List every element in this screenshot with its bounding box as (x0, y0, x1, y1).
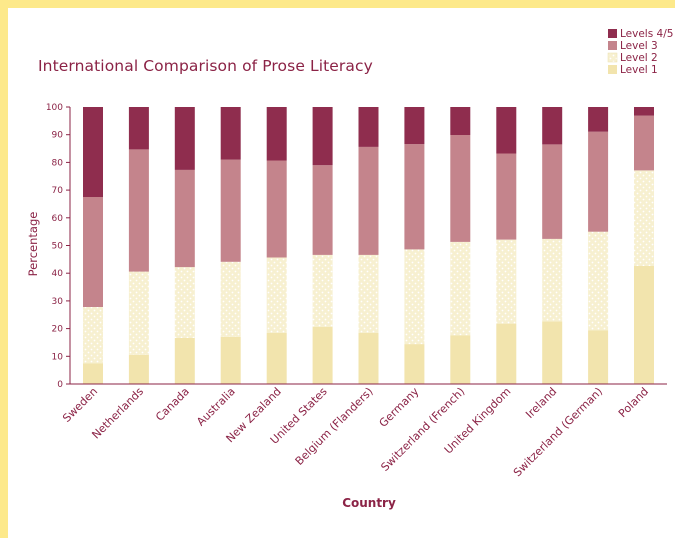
bar-segment-level-1-poland (634, 266, 654, 384)
bar-segment-levels-4-5-ireland (542, 107, 563, 145)
bar-group (83, 107, 654, 384)
bar-segment-level-3-poland (634, 115, 654, 171)
bar-segment-level-1-australia (220, 336, 241, 384)
x-tick-label: Poland (616, 385, 651, 420)
bar-segment-levels-4-5-united-states (312, 107, 333, 166)
bar-segment-level-3-netherlands (128, 149, 149, 272)
bar-segment-levels-4-5-united-kingdom (496, 107, 517, 154)
bar-segment-levels-4-5-germany (404, 107, 425, 145)
bar-segment-levels-4-5-australia (220, 107, 241, 160)
bar-segment-levels-4-5-sweden (83, 107, 103, 197)
x-tick-label: Sweden (60, 385, 100, 425)
legend-swatch (608, 29, 617, 38)
bar-segment-level-2-united-kingdom (496, 239, 517, 324)
bar-segment-level-1-united-kingdom (496, 323, 517, 384)
x-tick-label: Ireland (523, 385, 559, 421)
chart-title: International Comparison of Prose Litera… (38, 57, 373, 75)
chart-panel (8, 8, 675, 538)
y-tick-label: 0 (57, 380, 63, 390)
y-tick-label: 30 (52, 297, 64, 307)
legend-label: Level 3 (620, 40, 658, 52)
y-tick-label: 10 (52, 352, 64, 362)
bar-segment-level-2-sweden (83, 307, 103, 364)
bar-segment-level-1-sweden (83, 363, 103, 384)
bar-segment-level-1-united-states (312, 326, 333, 384)
bar-segment-level-3-switzerland-french- (450, 135, 471, 242)
legend-swatch (607, 52, 618, 63)
bar-segment-level-2-belgium-flanders- (358, 254, 379, 333)
bar-segment-levels-4-5-switzerland-german- (588, 107, 609, 132)
bar-segment-level-2-canada (174, 267, 195, 338)
legend-label: Level 1 (620, 64, 658, 76)
bar-segment-level-3-germany (404, 144, 425, 250)
x-axis-label: Country (342, 496, 396, 510)
bar-segment-level-1-switzerland-german- (588, 330, 609, 384)
bar-segment-level-2-switzerland-german- (588, 231, 609, 331)
bar-segment-level-3-canada (174, 169, 195, 268)
x-tick-label: Australia (194, 385, 238, 429)
bar-segment-level-2-netherlands (128, 271, 149, 355)
bar-segment-levels-4-5-new-zealand (266, 107, 287, 161)
x-tick-label: Switzerland (German) (511, 385, 605, 479)
bar-segment-level-3-sweden (83, 197, 103, 307)
x-tick-label: Canada (153, 385, 192, 424)
bar-segment-level-1-netherlands (128, 354, 149, 384)
bar-segment-level-3-united-kingdom (496, 153, 517, 240)
bar-segment-level-3-united-states (312, 165, 333, 255)
y-tick-label: 40 (52, 269, 64, 279)
bar-segment-levels-4-5-switzerland-french- (450, 107, 471, 135)
bar-segment-level-1-canada (174, 338, 195, 384)
bar-segment-level-2-new-zealand (266, 257, 287, 333)
y-tick-label: 70 (52, 186, 64, 196)
bar-segment-levels-4-5-belgium-flanders- (358, 107, 379, 147)
legend-label: Levels 4/5 (620, 28, 673, 40)
bar-segment-level-2-australia (220, 261, 241, 337)
bar-segment-levels-4-5-canada (174, 107, 195, 170)
bar-segment-levels-4-5-poland (634, 107, 654, 116)
y-tick-label: 100 (46, 103, 63, 113)
y-tick-label: 50 (52, 242, 64, 252)
bar-segment-level-2-switzerland-french- (450, 241, 471, 336)
y-tick-label: 20 (52, 325, 64, 335)
legend-swatch (608, 41, 617, 50)
y-axis-label: Percentage (26, 212, 40, 277)
legend-label: Level 2 (620, 52, 658, 64)
bar-segment-levels-4-5-netherlands (128, 107, 149, 150)
x-tick-label: Belgium (Flanders) (293, 385, 376, 468)
x-tick-label: Switzerland (French) (378, 385, 467, 474)
y-tick-label: 80 (52, 158, 64, 168)
bar-segment-level-1-ireland (542, 321, 563, 384)
bar-segment-level-3-ireland (542, 144, 563, 239)
y-tick-label: 60 (52, 214, 64, 224)
legend-swatch (608, 65, 617, 74)
y-tick-label: 90 (52, 131, 64, 141)
x-tick-label: Germany (377, 385, 422, 430)
bar-segment-level-3-australia (220, 159, 241, 262)
bar-segment-level-2-poland (634, 170, 654, 266)
bar-segment-level-1-switzerland-french- (450, 335, 471, 384)
bar-segment-level-1-new-zealand (266, 333, 287, 384)
bar-segment-level-2-ireland (542, 238, 563, 322)
bar-segment-level-2-germany (404, 249, 425, 345)
bar-segment-level-1-belgium-flanders- (358, 333, 379, 384)
bar-segment-level-2-united-states (312, 254, 333, 327)
bar-segment-level-3-switzerland-german- (588, 131, 609, 232)
bar-segment-level-3-belgium-flanders- (358, 146, 379, 255)
bar-segment-level-3-new-zealand (266, 160, 287, 258)
bar-segment-level-1-germany (404, 344, 425, 384)
